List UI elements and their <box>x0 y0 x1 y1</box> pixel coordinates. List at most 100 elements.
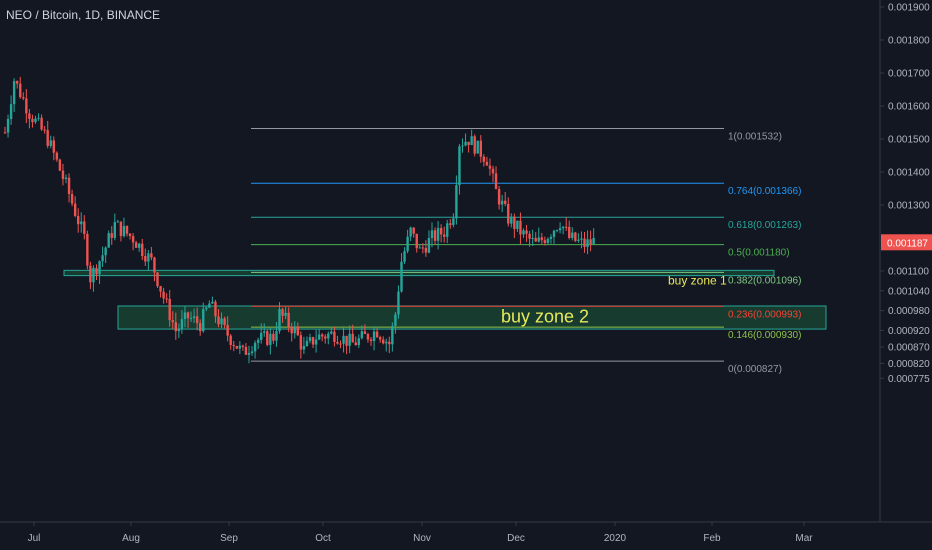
candle-body <box>571 232 574 238</box>
fib-label: 0.5(0.001180) <box>728 248 790 259</box>
candle-body <box>583 238 586 247</box>
candle-body <box>150 253 153 258</box>
candle-body <box>134 242 138 248</box>
candle-body <box>565 226 568 228</box>
candle-body <box>235 346 238 349</box>
candle-body <box>159 286 162 292</box>
candle-body <box>122 225 126 237</box>
candle-body <box>561 226 565 229</box>
buy-zone-1-label: buy zone 1 <box>668 273 727 287</box>
candle-body <box>513 216 516 229</box>
candle-body <box>67 177 71 195</box>
candle-body <box>266 331 269 345</box>
candle-body <box>558 228 562 231</box>
candle-body <box>37 117 40 119</box>
y-tick-label: 0.001600 <box>888 102 930 113</box>
candle-body <box>199 323 202 332</box>
candle-body <box>577 239 580 241</box>
candle-body <box>86 233 89 266</box>
candle-body <box>534 237 537 242</box>
x-tick-label: 2020 <box>604 533 627 544</box>
candle-body <box>49 140 52 146</box>
candle-body <box>70 194 74 204</box>
y-tick-label: 0.000980 <box>888 306 930 317</box>
current-price-label: 0.001187 <box>887 238 928 249</box>
candle-body <box>360 331 364 339</box>
candle-body <box>430 230 434 238</box>
candle-body <box>491 168 495 174</box>
candle-body <box>586 239 589 247</box>
candle-body <box>92 267 95 283</box>
candle-body <box>418 247 421 249</box>
candle-body <box>156 272 159 287</box>
candle-body <box>412 227 415 234</box>
candle-body <box>293 326 296 334</box>
candle-body <box>403 251 406 262</box>
candle-body <box>3 132 7 134</box>
x-tick-label: Nov <box>413 533 431 544</box>
candle-body <box>46 130 49 146</box>
candle-body <box>427 237 431 253</box>
candle-body <box>473 136 476 154</box>
candle-body <box>217 316 220 325</box>
candle-body <box>107 233 110 248</box>
candle-body <box>433 230 437 241</box>
candle-body <box>324 336 327 339</box>
candle-body <box>522 230 525 235</box>
x-tick-label: Oct <box>315 533 331 544</box>
candle-body <box>314 339 318 345</box>
candle-body <box>321 334 324 337</box>
candle-body <box>275 331 278 341</box>
candle-body <box>220 318 223 325</box>
candle-body <box>446 223 449 237</box>
candle-body <box>171 320 174 323</box>
candle-body <box>119 221 123 237</box>
candle-body <box>424 247 428 253</box>
candle-body <box>244 346 248 355</box>
candle-body <box>568 226 571 238</box>
x-tick-label: Jul <box>28 533 41 544</box>
candle-body <box>226 324 229 336</box>
candle-body <box>443 234 446 237</box>
candle-body <box>589 239 592 245</box>
candle-body <box>510 216 513 224</box>
candle-body <box>467 141 470 146</box>
candle-body <box>177 328 181 332</box>
candle-body <box>183 312 187 320</box>
candle-body <box>580 238 583 240</box>
candle-body <box>104 247 107 256</box>
candle-body <box>327 333 330 339</box>
candle-body <box>165 298 168 300</box>
fib-label: 0.236(0.000993) <box>728 309 801 320</box>
candle-body <box>574 232 577 241</box>
candle-body <box>555 230 559 232</box>
candle-body <box>131 235 135 243</box>
candle-body <box>439 228 443 235</box>
candle-body <box>507 203 510 224</box>
candle-body <box>351 333 354 343</box>
candle-body <box>162 291 165 299</box>
candle-body <box>415 233 418 249</box>
candle-body <box>397 291 400 315</box>
candle-body <box>485 161 489 166</box>
candle-body <box>290 326 293 334</box>
y-tick-label: 0.001700 <box>888 69 930 80</box>
candle-body <box>147 253 150 262</box>
candle-body <box>479 140 482 157</box>
candle-body <box>28 113 31 119</box>
candle-body <box>452 218 455 225</box>
candle-body <box>16 81 19 84</box>
candle-body <box>372 331 376 342</box>
candle-body <box>436 228 440 241</box>
candle-body <box>409 227 412 237</box>
candle-body <box>25 98 28 114</box>
candle-body <box>98 261 101 275</box>
candle-body <box>519 220 522 235</box>
candle-body <box>400 261 403 292</box>
candle-body <box>302 346 306 350</box>
candle-body <box>388 341 391 345</box>
candle-body <box>504 200 507 204</box>
candle-body <box>43 129 46 131</box>
candle-body <box>339 343 342 345</box>
